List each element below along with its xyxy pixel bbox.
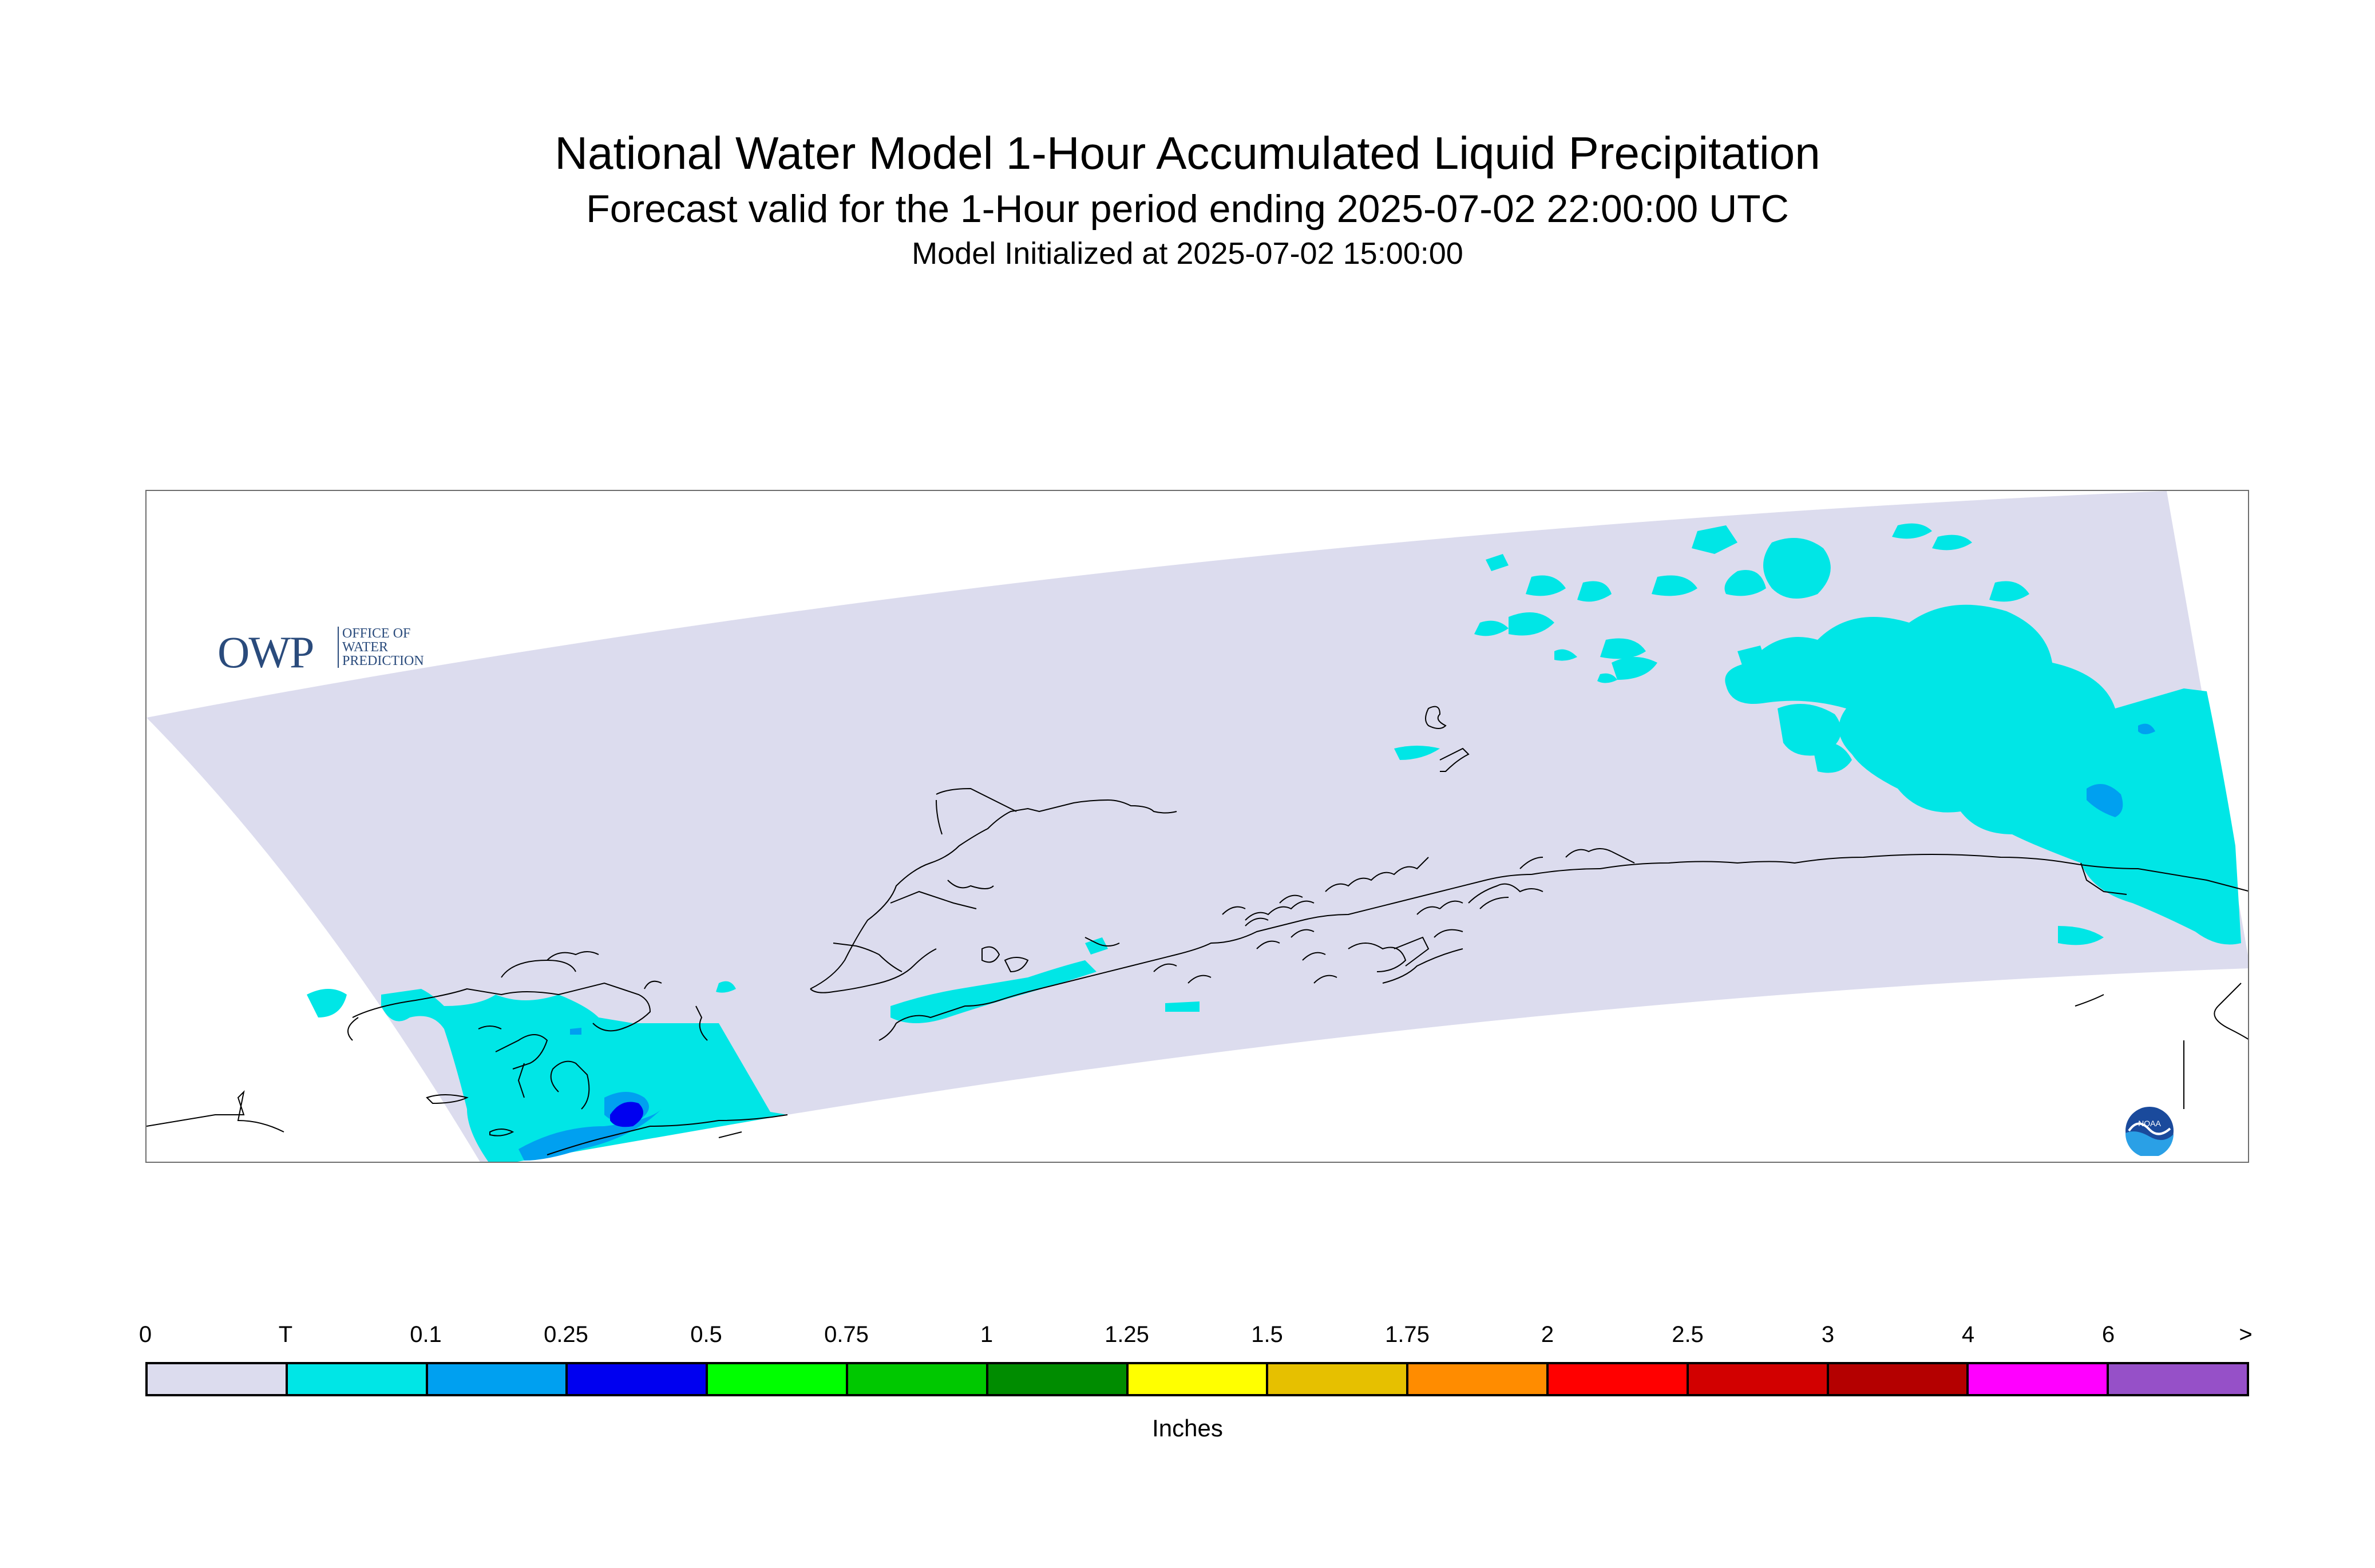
legend-tick-label: 1 bbox=[980, 1322, 993, 1347]
legend-swatch bbox=[1548, 1364, 1689, 1394]
legend-swatch bbox=[2109, 1364, 2247, 1394]
legend-swatch bbox=[287, 1364, 428, 1394]
precip-moderate-areas bbox=[610, 1102, 643, 1127]
legend-tick-label: 6 bbox=[2101, 1322, 2115, 1347]
legend-swatch bbox=[568, 1364, 708, 1394]
legend-tick-label: 2.5 bbox=[1672, 1322, 1704, 1347]
legend-swatch bbox=[148, 1364, 288, 1394]
legend-tick-label: 3 bbox=[1821, 1322, 1835, 1347]
legend-tick-label: 1.5 bbox=[1251, 1322, 1283, 1347]
legend-swatch bbox=[1268, 1364, 1409, 1394]
noaa-logo: NOAA bbox=[2124, 1106, 2175, 1158]
map-title: National Water Model 1-Hour Accumulated … bbox=[555, 128, 1820, 179]
precip-area-southwest bbox=[381, 989, 787, 1162]
coastlines bbox=[147, 706, 2248, 1155]
legend-tick-label: 1.25 bbox=[1105, 1322, 1149, 1347]
legend-swatch bbox=[848, 1364, 988, 1394]
map-panel[interactable] bbox=[145, 490, 2249, 1163]
owp-line-2: WATER bbox=[342, 640, 388, 655]
legend-tick-label: 0.5 bbox=[690, 1322, 722, 1347]
legend-tick-label: 0.25 bbox=[544, 1322, 588, 1347]
precip-trace-areas bbox=[307, 523, 2241, 1162]
legend-tick-label: 0 bbox=[138, 1322, 152, 1347]
owp-line-1: OFFICE OF bbox=[342, 626, 411, 641]
legend-tick-label: 0.1 bbox=[410, 1322, 442, 1347]
legend-tick-label: 2 bbox=[1541, 1322, 1554, 1347]
legend-swatch bbox=[1408, 1364, 1549, 1394]
legend-swatch bbox=[1828, 1364, 1969, 1394]
map-subtitle: Forecast valid for the 1-Hour period end… bbox=[586, 187, 1789, 231]
legend-tick-label: > bbox=[2239, 1322, 2253, 1347]
legend-swatch bbox=[708, 1364, 848, 1394]
precip-map bbox=[147, 491, 2248, 1162]
legend-swatch bbox=[1969, 1364, 2109, 1394]
legend-tick-label: 1.75 bbox=[1385, 1322, 1430, 1347]
precip-area-east bbox=[1725, 604, 2241, 945]
legend-swatch bbox=[1128, 1364, 1269, 1394]
legend-tick-label: 0.75 bbox=[824, 1322, 869, 1347]
legend-swatch bbox=[428, 1364, 568, 1394]
model-domain bbox=[147, 491, 2248, 1162]
owp-line-3: PREDICTION bbox=[342, 654, 424, 668]
legend-tick-label: 4 bbox=[1961, 1322, 1975, 1347]
legend-swatch bbox=[988, 1364, 1129, 1394]
noaa-logo-text: NOAA bbox=[2138, 1119, 2161, 1128]
owp-logo-mark: OWP bbox=[217, 627, 314, 677]
legend-units-label: Inches bbox=[1152, 1415, 1223, 1442]
owp-logo-text: OFFICE OF WATER PREDICTION bbox=[338, 627, 424, 668]
owp-logo: OWP OFFICE OF WATER PREDICTION bbox=[217, 627, 424, 678]
color-legend bbox=[145, 1362, 2249, 1396]
legend-tick-label: T bbox=[278, 1322, 293, 1347]
legend-swatch bbox=[1688, 1364, 1829, 1394]
model-init-text: Model Initialized at 2025-07-02 15:00:00 bbox=[912, 236, 1463, 271]
